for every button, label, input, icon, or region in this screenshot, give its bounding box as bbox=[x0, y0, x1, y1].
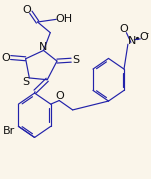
Text: Br: Br bbox=[3, 126, 15, 136]
Text: O: O bbox=[2, 52, 11, 62]
Text: O: O bbox=[55, 91, 64, 101]
Text: S: S bbox=[72, 55, 79, 65]
Text: O: O bbox=[140, 32, 148, 42]
Text: N: N bbox=[127, 36, 136, 46]
Text: OH: OH bbox=[55, 14, 72, 24]
Text: O: O bbox=[23, 6, 31, 15]
Text: O: O bbox=[119, 25, 128, 35]
Text: -: - bbox=[146, 29, 149, 38]
Text: N: N bbox=[39, 42, 48, 52]
Text: S: S bbox=[22, 77, 29, 87]
